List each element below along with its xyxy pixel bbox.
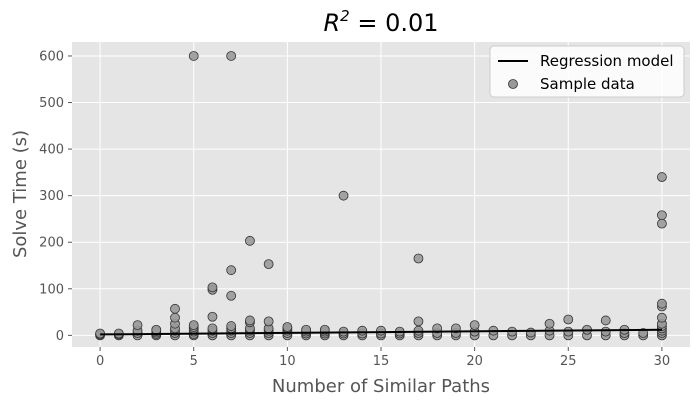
data-point [226,51,237,61]
title-base: R [323,9,340,37]
data-point [245,235,255,246]
data-point [245,315,255,326]
data-point [657,298,667,309]
data-point [657,210,667,221]
data-point [563,326,574,337]
x-tick-label: 5 [190,354,198,369]
data-point [188,51,199,61]
data-point [657,218,667,229]
data-point [600,315,611,326]
data-point [413,253,424,264]
data-point [263,259,274,270]
data-point [170,312,180,323]
data-point [263,316,274,327]
legend-box [489,45,685,98]
data-point [544,318,555,329]
data-point [413,325,424,336]
data-point [376,325,386,336]
y-tick-label: 100 [39,282,64,297]
legend-label-sample: Sample data [540,75,635,93]
data-point [525,327,536,338]
x-axis-ticks: 0 5 10 15 20 25 30 [96,347,670,369]
data-point [338,190,349,201]
title-rest: = 0.01 [350,9,439,37]
sample-data-points [95,51,667,341]
data-point [226,290,237,301]
regression-line-path [100,328,662,336]
y-tick-label: 0 [56,329,64,344]
y-tick-label: 500 [39,96,64,111]
y-tick-label: 600 [39,49,64,64]
data-point [413,316,424,327]
data-point [188,320,199,331]
data-point [170,303,180,314]
data-point [469,320,480,331]
y-axis-label: Solve Time (s) [10,130,31,258]
data-point [226,265,237,276]
legend: Regression model Sample data [489,45,685,98]
svg-text:R2 = 0.01: R2 = 0.01 [323,7,438,37]
x-axis-label: Number of Similar Paths [272,376,490,397]
data-point [600,326,611,337]
x-tick-label: 30 [654,354,671,369]
legend-marker-swatch [508,79,518,89]
x-tick-label: 15 [373,354,390,369]
regression-line [100,328,662,336]
data-point [657,312,667,323]
y-axis-ticks: 0 100 200 300 400 500 600 [39,49,72,344]
chart-title: R2 = 0.01 [323,7,438,37]
data-point [282,322,293,332]
data-point [226,321,237,331]
x-tick-label: 20 [466,354,483,369]
title-superscript: 2 [340,7,350,25]
y-tick-label: 400 [39,143,64,158]
data-point [207,311,218,322]
x-tick-label: 10 [279,354,296,369]
x-tick-label: 0 [96,354,104,369]
x-tick-label: 25 [560,354,577,369]
data-point [207,282,218,293]
data-point [151,324,162,335]
data-point [563,314,574,325]
y-tick-label: 200 [39,236,64,251]
data-point [657,172,667,182]
data-point [357,325,368,336]
data-point [207,323,218,334]
y-tick-label: 300 [39,189,64,204]
data-point [132,320,143,331]
legend-label-regression: Regression model [540,52,674,70]
